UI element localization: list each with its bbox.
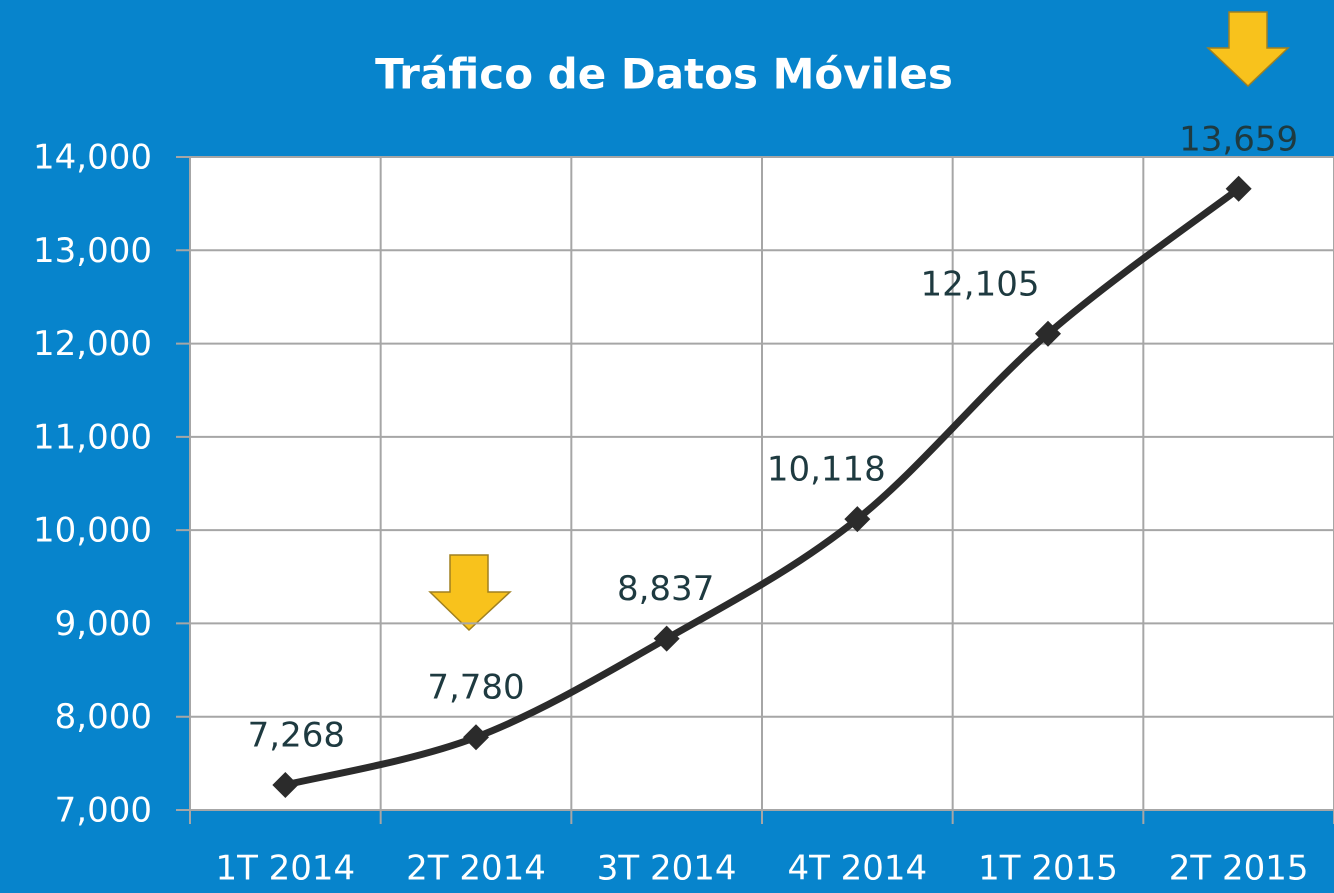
arrow-icon xyxy=(1206,11,1290,88)
data-label: 13,659 xyxy=(1179,119,1298,159)
y-tick-label: 10,000 xyxy=(33,511,152,551)
y-tick-label: 11,000 xyxy=(33,417,152,457)
point-marker xyxy=(653,625,680,652)
x-tick-label: 1T 2014 xyxy=(215,849,355,889)
chart-title: Tráfico de Datos Móviles xyxy=(375,50,953,99)
point-marker xyxy=(1225,175,1252,202)
y-tick-label: 9,000 xyxy=(55,604,152,644)
y-tick-label: 8,000 xyxy=(55,697,152,737)
y-tick-label: 12,000 xyxy=(33,324,152,364)
x-tick-label: 4T 2014 xyxy=(787,849,927,889)
x-tick-label: 2T 2014 xyxy=(406,849,546,889)
point-marker xyxy=(272,771,299,798)
data-label: 7,780 xyxy=(427,668,524,708)
data-label: 12,105 xyxy=(921,264,1040,304)
data-label: 8,837 xyxy=(617,569,714,609)
y-tick-label: 14,000 xyxy=(33,138,152,178)
arrow-icon xyxy=(428,554,512,632)
point-marker xyxy=(844,506,871,533)
x-tick-label: 2T 2015 xyxy=(1169,849,1309,889)
data-label: 10,118 xyxy=(767,450,886,490)
point-marker xyxy=(463,724,489,751)
y-tick-label: 7,000 xyxy=(55,791,152,831)
series-line xyxy=(281,185,1243,789)
x-tick-label: 3T 2014 xyxy=(597,849,737,889)
data-label: 7,268 xyxy=(248,715,345,755)
y-tick-label: 13,000 xyxy=(33,231,152,271)
point-marker xyxy=(1035,320,1061,347)
x-tick-label: 1T 2015 xyxy=(978,849,1118,889)
